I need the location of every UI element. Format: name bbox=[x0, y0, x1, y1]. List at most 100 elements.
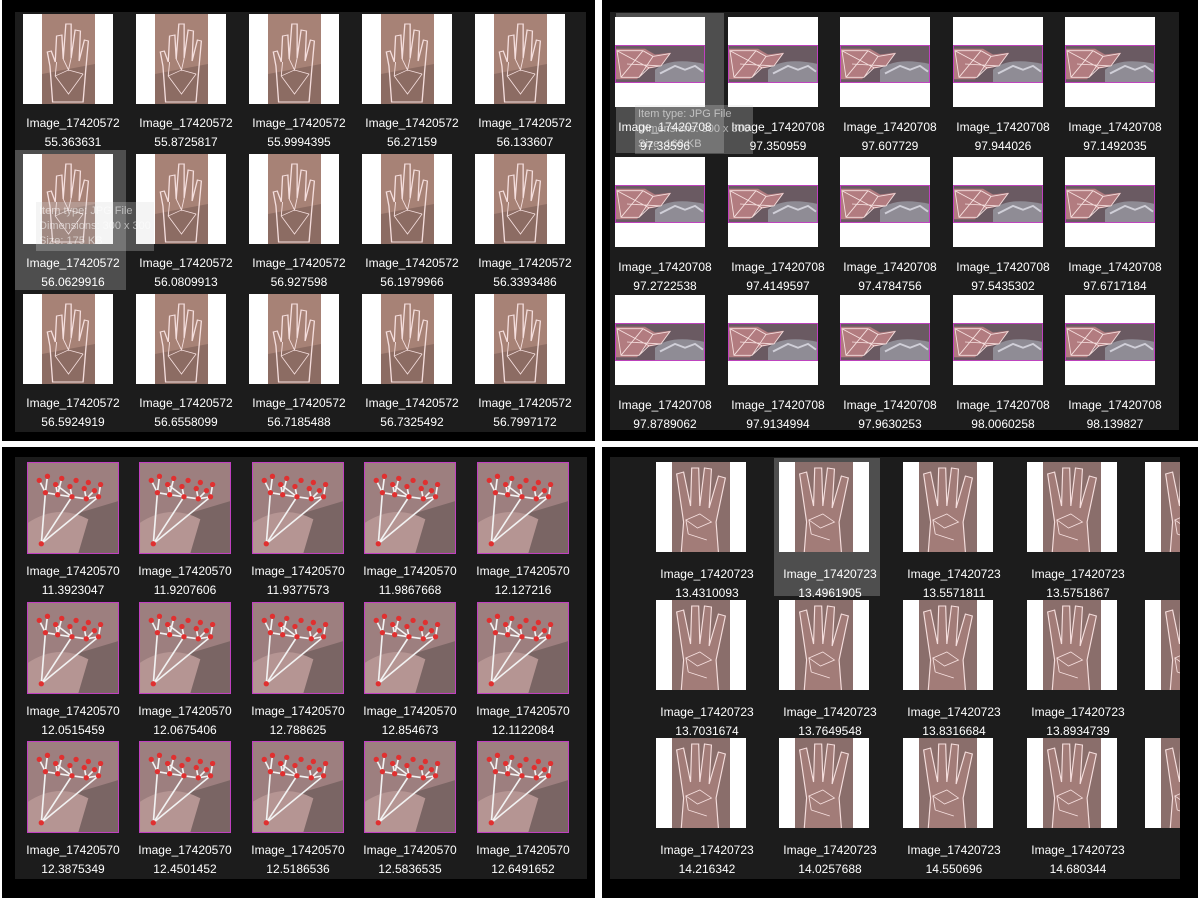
thumbnail-tile[interactable]: Imag1 bbox=[1140, 462, 1180, 592]
thumbnail-tile[interactable]: Image_17420708 97.4784756 bbox=[835, 157, 945, 293]
thumbnail-tile[interactable]: Image_17420572 56.7185488 bbox=[244, 294, 354, 429]
thumbnail-tile[interactable]: Image_17420570 11.9867668 bbox=[354, 462, 466, 597]
thumbnail-tile[interactable]: Image_17420708 97.8789062 bbox=[610, 295, 720, 430]
thumbnail-tile[interactable]: Image_17420708 97.6717184 bbox=[1060, 157, 1170, 293]
thumbnail-tile[interactable]: Image_17420570 12.788625 bbox=[242, 602, 354, 737]
tooltip-size: Size: 175 KB bbox=[39, 235, 103, 247]
hand-palm-icon bbox=[136, 294, 226, 384]
thumbnail-tile[interactable]: Image_17420708 97.9134994 bbox=[723, 295, 833, 430]
thumbnail-tile[interactable]: Image_17420572 56.6558099 bbox=[131, 294, 241, 429]
thumbnail-tile[interactable]: Image_17420570 12.6491652 bbox=[467, 741, 579, 876]
thumbnail-tile[interactable]: Image_17420570 12.127216 bbox=[467, 462, 579, 597]
thumbnail-tile[interactable]: Image_17420723 13.7649548 bbox=[774, 600, 886, 738]
file-name-line-1: Image_17420708 bbox=[618, 398, 712, 412]
thumbnail-tile[interactable]: Image_17420723 13.8934739 bbox=[1022, 600, 1134, 738]
file-name-label: Image_17420570 12.5836535 bbox=[354, 841, 466, 879]
thumbnail-tile[interactable]: Image_17420572 56.5924919 bbox=[18, 294, 128, 429]
file-name-line-1: Image_17420723 bbox=[1031, 843, 1125, 857]
thumbnail-tile[interactable]: Image_17420723 14.680344 bbox=[1022, 738, 1134, 876]
thumbnail-tile[interactable]: Image_17420570 12.0675406 bbox=[129, 602, 241, 737]
thumbnail-tile[interactable]: Image_17420570 12.5836535 bbox=[354, 741, 466, 876]
file-name-line-1: Image_17420723 bbox=[907, 705, 1001, 719]
thumbnail-tile[interactable]: Image_17420570 12.0515459 bbox=[17, 602, 129, 737]
file-name-label: Image_17420708 97.2722538 bbox=[610, 258, 720, 296]
thumbnail-tile[interactable]: Image_17420723 13.5751867 bbox=[1022, 462, 1134, 600]
thumbnail-tile[interactable]: Image_17420572 55.363631 bbox=[18, 14, 128, 149]
thumbnail-tile[interactable]: Image_17420723 14.216342 bbox=[651, 738, 763, 876]
file-name-label: Image_17420708 97.350959 bbox=[723, 118, 833, 156]
thumbnail-tile[interactable]: Image_17420723 13.4310093 bbox=[651, 462, 763, 600]
thumbnail-tile[interactable]: Image_17420708 97.607729 bbox=[835, 17, 945, 153]
thumbnail-grid: Image_17420708 97.38596 Image_17420708 97.… bbox=[610, 12, 1179, 430]
thumbnail-tile[interactable]: Image_17420572 55.9994395 bbox=[244, 14, 354, 149]
thumbnail-tile[interactable]: Image_17420572 55.8725817 bbox=[131, 14, 241, 149]
file-name-line-2: 12.4501452 bbox=[153, 862, 217, 876]
thumbnail-tile[interactable]: Image_17420570 11.3923047 bbox=[17, 462, 129, 597]
file-name-line-2: 56.133607 bbox=[496, 135, 554, 149]
thumbnail-tile[interactable]: Image_17420572 56.0629916 bbox=[18, 154, 128, 289]
thumbnail-tile[interactable]: Image_17420708 98.139827 bbox=[1060, 295, 1170, 430]
thumbnail-tile[interactable]: Image_17420723 14.550696 bbox=[898, 738, 1010, 876]
file-name-label: Image_17420572 56.7325492 bbox=[357, 394, 467, 432]
thumbnail-tile[interactable]: Image_17420708 97.4149597 bbox=[723, 157, 833, 293]
thumbnail-tile[interactable]: Image_17420572 56.927598 bbox=[244, 154, 354, 289]
file-name-line-2: 12.5836535 bbox=[378, 862, 442, 876]
file-name-label: Image_17420723 14.216342 bbox=[651, 841, 763, 879]
file-name-line-2: 1 bbox=[1140, 860, 1180, 879]
hand-side-icon bbox=[728, 295, 818, 385]
thumbnail-tile[interactable]: Image_17420570 12.1122084 bbox=[467, 602, 579, 737]
file-name-line-2: 97.944026 bbox=[974, 139, 1032, 153]
thumbnail-tile[interactable]: Image_17420723 13.7031674 bbox=[651, 600, 763, 738]
thumbnail-tile[interactable]: Image_17420708 98.0060258 bbox=[948, 295, 1058, 430]
hand-four-fingers-icon bbox=[903, 738, 993, 828]
thumbnail-tile[interactable]: Image_17420570 11.9377573 bbox=[242, 462, 354, 597]
file-name-label: Image_17420723 14.0257688 bbox=[774, 841, 886, 879]
file-name-line-1: Image_17420570 bbox=[363, 564, 457, 578]
file-name-label: Image_17420708 98.0060258 bbox=[948, 396, 1058, 430]
thumbnail-tile[interactable]: Image_17420708 97.2722538 bbox=[610, 157, 720, 293]
thumbnail-tile[interactable]: Image_17420572 56.3393486 bbox=[470, 154, 580, 289]
thumbnail-tile[interactable]: Image_17420708 97.9630253 bbox=[835, 295, 945, 430]
thumbnail-tile[interactable]: Image_17420708 97.1492035 bbox=[1060, 17, 1170, 153]
file-name-line-1: Image_17420708 bbox=[731, 260, 825, 274]
thumbnail-tile[interactable]: Image_17420723 13.5571811 bbox=[898, 462, 1010, 600]
thumbnail-tile[interactable]: Imag1 bbox=[1140, 738, 1180, 868]
thumbnail-tile[interactable]: 7235 bbox=[610, 462, 614, 592]
file-name-line-1: Image_17420572 bbox=[365, 116, 459, 130]
thumbnail-tile[interactable]: Image_17420572 56.7997172 bbox=[470, 294, 580, 429]
hand-landmark-icon bbox=[252, 741, 344, 833]
thumbnail-tile[interactable]: Image_17420572 56.133607 bbox=[470, 14, 580, 149]
file-name-label: Image_17420708 97.1492035 bbox=[1060, 118, 1170, 156]
file-name-label: Image_17420708 97.944026 bbox=[948, 118, 1058, 156]
thumbnail-tile[interactable]: Image_17420723 13.4961905 bbox=[774, 462, 886, 600]
file-name-line-2: 97.5435302 bbox=[971, 279, 1035, 293]
thumbnail-grid: Image_17420570 11.3923047 Image_17420570 1… bbox=[15, 457, 587, 879]
file-name-line-2: 56.7997172 bbox=[493, 415, 557, 429]
thumbnail-tile[interactable]: Image_17420570 11.9207606 bbox=[129, 462, 241, 597]
thumbnail-tile[interactable]: Image_17420570 12.5186536 bbox=[242, 741, 354, 876]
thumbnail-tile[interactable]: Image_17420708 97.38596 bbox=[610, 17, 720, 153]
file-name-line-1: Image_17420723 bbox=[907, 567, 1001, 581]
thumbnail-tile[interactable]: Image_17420572 56.1979966 bbox=[357, 154, 467, 289]
file-name-line-2: 97.1492035 bbox=[1083, 139, 1147, 153]
thumbnail-tile[interactable]: Image_17420708 97.944026 bbox=[948, 17, 1058, 153]
thumbnail-tile[interactable]: Image_17420572 56.7325492 bbox=[357, 294, 467, 429]
file-name-label: Image_17420572 56.27159 bbox=[357, 114, 467, 152]
thumbnail-tile[interactable]: Imag1 bbox=[1140, 600, 1180, 730]
thumbnail-tile[interactable]: Image_17420570 12.3875349 bbox=[17, 741, 129, 876]
thumbnail-tile[interactable]: Image_17420572 56.27159 bbox=[357, 14, 467, 149]
hand-side-icon bbox=[615, 157, 705, 247]
thumbnail-tile[interactable]: 7235 bbox=[610, 600, 614, 730]
thumbnail-tile[interactable]: Image_17420570 12.4501452 bbox=[129, 741, 241, 876]
file-name-label: Image_17420572 56.1979966 bbox=[357, 254, 467, 292]
thumbnail-tile[interactable]: Image_17420708 97.350959 bbox=[723, 17, 833, 153]
file-name-label: Image_17420570 12.127216 bbox=[467, 562, 579, 600]
thumbnail-tile[interactable]: Image_17420723 14.0257688 bbox=[774, 738, 886, 876]
thumbnail-tile[interactable]: Image_17420572 56.0809913 bbox=[131, 154, 241, 289]
thumbnail-tile[interactable]: 7235 bbox=[610, 738, 614, 868]
thumbnail-tile[interactable]: Image_17420570 12.854673 bbox=[354, 602, 466, 737]
thumbnail-tile[interactable]: Image_17420708 97.5435302 bbox=[948, 157, 1058, 293]
thumbnail-tile[interactable]: Image_17420723 13.8316684 bbox=[898, 600, 1010, 738]
hand-four-fingers-icon bbox=[1027, 462, 1117, 552]
hand-side-icon bbox=[840, 17, 930, 107]
